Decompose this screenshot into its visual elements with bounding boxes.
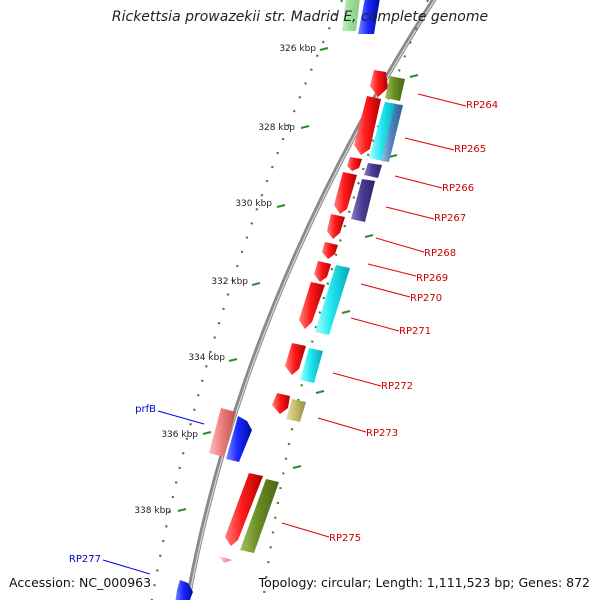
tick-label: 336 kbp: [161, 430, 198, 440]
label-rp271: RP271: [350, 317, 431, 337]
gene-rp267-red: [334, 172, 357, 214]
gene-rp275-olive: [240, 479, 279, 553]
gene-rp267-purple: [351, 179, 375, 222]
gene-rp270-red: [314, 261, 331, 282]
gene-rp265-steel: [381, 104, 403, 162]
tick-label: 330 kbp: [235, 199, 272, 209]
gene-blue-top: [358, 0, 380, 34]
gene-prfb-salmon: [209, 408, 236, 457]
label-rp271-text: RP271: [399, 326, 431, 337]
label-rp273: RP273: [317, 417, 398, 439]
label-rp267-text: RP267: [434, 213, 466, 224]
gene-rp264-olive: [385, 76, 405, 101]
gene-rp271-red: [299, 282, 325, 329]
accession-label: Accession: NC_000963: [9, 575, 152, 590]
tick-334: 334 kbp: [188, 353, 238, 363]
gene-green-top: [342, 0, 360, 31]
label-rp270: RP270: [360, 283, 442, 304]
label-rp272: RP272: [332, 372, 413, 392]
label-rp277-text: RP277: [69, 554, 101, 565]
label-rp275-text: RP275: [329, 533, 361, 544]
tick-330: 330 kbp: [235, 199, 286, 209]
tick-label: 326 kbp: [279, 44, 316, 54]
topology-summary: Topology: circular; Length: 1,111,523 bp…: [258, 575, 590, 590]
label-rp269-text: RP269: [416, 273, 448, 284]
label-rp265-text: RP265: [454, 144, 486, 155]
label-rp264-text: RP264: [466, 100, 498, 111]
label-rp269: RP269: [367, 263, 448, 284]
label-prfb: prfB: [135, 404, 205, 425]
tick-326: 326 kbp: [279, 44, 329, 54]
gene-prfb-blue: [226, 416, 252, 462]
tick-label: 332 kbp: [211, 277, 248, 287]
map-title: Rickettsia prowazekii str. Madrid E, com…: [111, 9, 489, 25]
label-rp268-text: RP268: [424, 248, 456, 259]
gene-rp266-purple: [364, 163, 382, 178]
label-rp275: RP275: [281, 522, 361, 544]
tick-label: 338 kbp: [134, 506, 171, 516]
label-rp267: RP267: [385, 206, 466, 224]
label-rp277: RP277: [69, 554, 151, 575]
gene-rp275-red: [225, 473, 263, 546]
gene-rp272-red: [285, 343, 306, 375]
genome-backbone-highlight: [188, 0, 436, 600]
gene-rp265-red: [354, 96, 381, 155]
tick-label: 334 kbp: [188, 353, 225, 363]
gene-rp265-cyan: [369, 102, 397, 161]
label-rp273-text: RP273: [366, 428, 398, 439]
gene-rp277-blue: [175, 580, 193, 600]
gene-rp264-red: [370, 70, 388, 97]
gene-small-pink: [219, 556, 232, 563]
tick-336: 336 kbp: [161, 430, 212, 440]
gene-rp266-red: [347, 157, 362, 171]
label-rp270-text: RP270: [410, 293, 442, 304]
tick-332: 332 kbp: [211, 277, 261, 287]
tick-ring-outer: [262, 0, 430, 600]
label-rp272-text: RP272: [381, 381, 413, 392]
gene-rp272-cyan: [300, 348, 323, 383]
tick-328: 328 kbp: [258, 123, 310, 133]
gene-rp273-khaki: [286, 399, 306, 422]
label-prfb-text: prfB: [135, 404, 156, 415]
label-rp266-text: RP266: [442, 183, 474, 194]
label-rp265: RP265: [404, 137, 486, 155]
label-rp264: RP264: [417, 93, 498, 111]
outer-ring-marks: [292, 74, 419, 469]
gene-rp268-red: [327, 214, 345, 239]
label-rp266: RP266: [394, 175, 474, 194]
gene-rp273-red: [272, 393, 290, 414]
tick-338: 338 kbp: [134, 506, 187, 516]
tick-label: 328 kbp: [258, 123, 295, 133]
gene-rp271-cyan: [315, 265, 350, 335]
gene-rp269-red: [322, 242, 338, 259]
label-rp268: RP268: [375, 237, 456, 259]
